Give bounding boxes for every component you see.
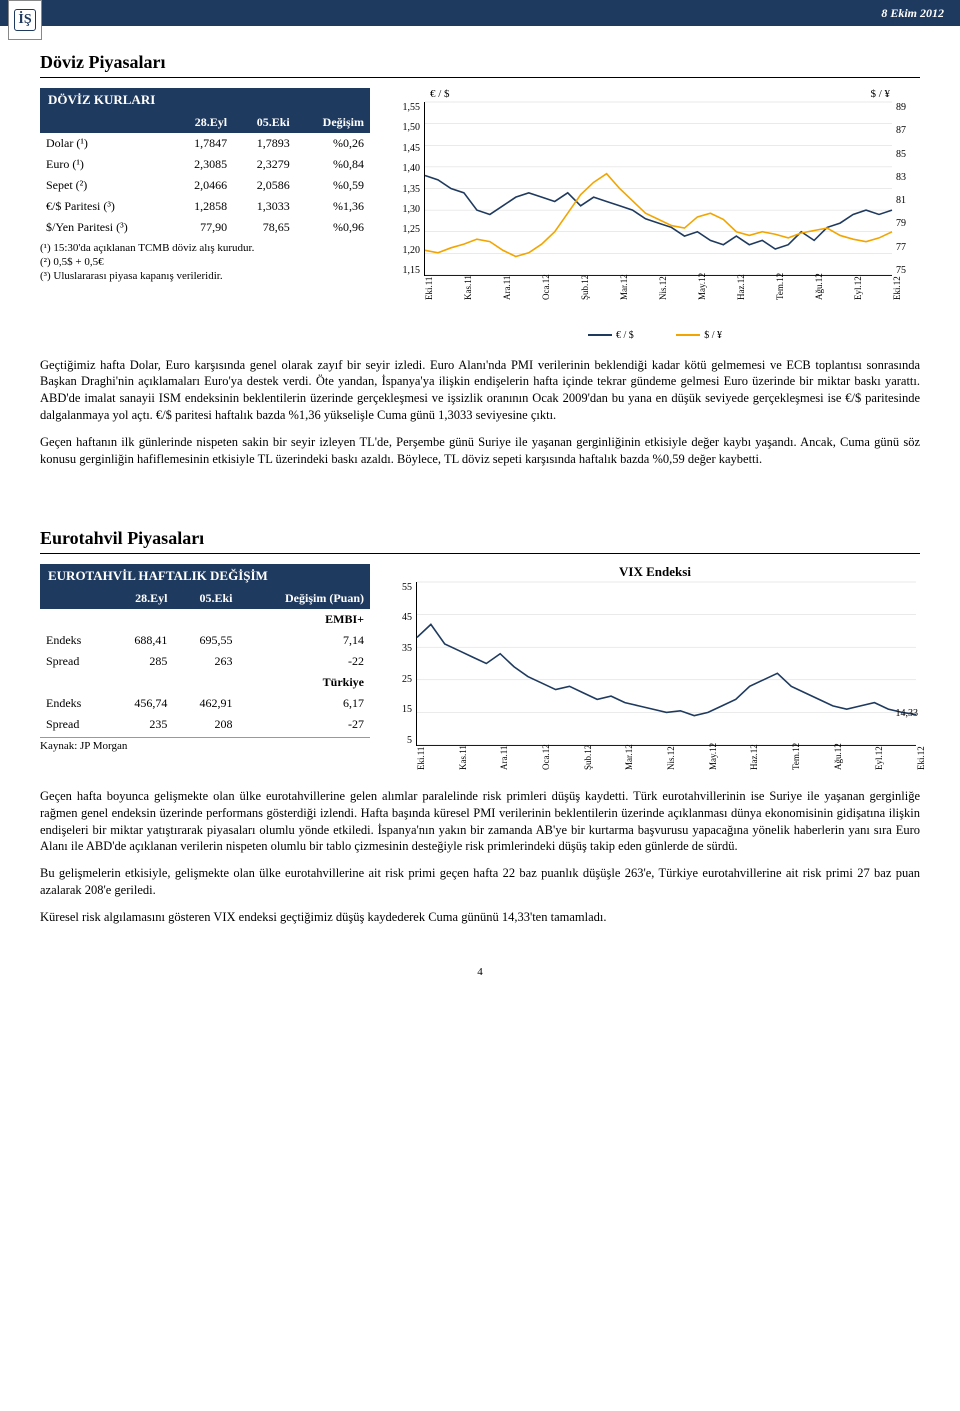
- axis-tick: 55: [390, 582, 412, 593]
- table-row: Sepet (²) 2,0466 2,0586 %0,59: [40, 175, 370, 196]
- fx-table-wrap: DÖVİZ KURLARI 28.Eyl 05.Eki Değişim Dola…: [40, 88, 370, 284]
- fx-legend: € / $ $ / ¥: [390, 328, 920, 341]
- vix-chart: 55 45 35 25 15 5 14,33 Eki.11Kas.11Ara.11Oca.…: [390, 582, 920, 772]
- table-row: Spread 285 263 -22: [40, 651, 370, 672]
- table-row: Endeks 688,41 695,55 7,14: [40, 630, 370, 651]
- vix-last-value: 14,33: [896, 708, 919, 719]
- header-bar: 8 Ekim 2012: [0, 0, 960, 26]
- axis-tick: 1,15: [390, 265, 420, 276]
- y-axis-right: 89 87 85 83 81 79 77 75: [896, 102, 920, 276]
- axis-tick: 1,50: [390, 122, 420, 133]
- table-subheader: Türkiye: [40, 672, 370, 693]
- euro-table-wrap: EUROTAHVİL HAFTALIK DEĞİŞİM 28.Eyl 05.Ek…: [40, 564, 370, 752]
- fx-table-title: DÖVİZ KURLARI: [40, 88, 370, 112]
- euro-col3: Değişim (Puan): [238, 588, 370, 609]
- x-axis: Eki.11Kas.11Ara.11Oca.12Şub.12Mar.12Nis.…: [416, 748, 916, 772]
- logo-glyph: İŞ: [14, 9, 36, 31]
- paragraph: Geçtiğimiz hafta Dolar, Euro karşısında …: [40, 357, 920, 425]
- table-row: $/Yen Paritesi (³) 77,90 78,65 %0,96: [40, 217, 370, 238]
- euro-source: Kaynak: JP Morgan: [40, 740, 370, 752]
- legend-item: $ / ¥: [676, 330, 722, 341]
- paragraph: Küresel risk algılamasını gösteren VIX e…: [40, 909, 920, 926]
- axis-tick: 1,45: [390, 143, 420, 154]
- fx-chart-right-title: $ / ¥: [870, 88, 890, 100]
- axis-tick: 45: [390, 612, 412, 623]
- axis-tick: 79: [896, 218, 920, 229]
- table-row: Endeks 456,74 462,91 6,17: [40, 693, 370, 714]
- axis-tick: 1,30: [390, 204, 420, 215]
- axis-tick: 35: [390, 643, 412, 654]
- euro-table: 28.Eyl 05.Eki Değişim (Puan) EMBI+ Endek…: [40, 588, 370, 735]
- page-number: 4: [40, 966, 920, 978]
- fx-col3: Değişim: [296, 112, 370, 133]
- axis-tick: 1,20: [390, 245, 420, 256]
- fx-body-text: Geçtiğimiz hafta Dolar, Euro karşısında …: [40, 357, 920, 468]
- chart-plot-area: [424, 102, 892, 276]
- fx-chart: 1,551,501,451,401,351,301,251,201,15 898…: [390, 102, 920, 302]
- table-subheader: EMBI+: [40, 609, 370, 630]
- chart-plot-area: 14,33: [416, 582, 916, 746]
- table-row: Dolar (¹) 1,7847 1,7893 %0,26: [40, 133, 370, 154]
- euro-table-title: EUROTAHVİL HAFTALIK DEĞİŞİM: [40, 564, 370, 588]
- fx-col1: 28.Eyl: [170, 112, 233, 133]
- axis-tick: 1,55: [390, 102, 420, 113]
- axis-tick: 5: [390, 735, 412, 746]
- axis-tick: 1,40: [390, 163, 420, 174]
- footnote: (³) Uluslararası piyasa kapanış verileri…: [40, 270, 370, 282]
- euro-col1: 28.Eyl: [108, 588, 173, 609]
- euro-section-title: Eurotahvil Piyasaları: [40, 528, 920, 549]
- x-axis: Eki.11Kas.11Ara.11Oca.12Şub.12Mar.12Nis.…: [424, 278, 892, 302]
- footnote: (¹) 15:30'da açıklanan TCMB döviz alış k…: [40, 242, 370, 254]
- axis-tick: 77: [896, 242, 920, 253]
- paragraph: Geçen haftanın ilk günlerinde nispeten s…: [40, 434, 920, 468]
- fx-section-title: Döviz Piyasaları: [40, 52, 920, 73]
- euro-col2: 05.Eki: [173, 588, 238, 609]
- axis-tick: 15: [390, 704, 412, 715]
- paragraph: Bu gelişmelerin etkisiyle, gelişmekte ol…: [40, 865, 920, 899]
- divider: [40, 77, 920, 78]
- axis-tick: 1,35: [390, 184, 420, 195]
- axis-tick: 89: [896, 102, 920, 113]
- table-row: Spread 235 208 -27: [40, 714, 370, 735]
- vix-chart-title: VIX Endeksi: [390, 564, 920, 580]
- bank-logo: İŞ: [8, 0, 42, 40]
- axis-tick: 25: [390, 674, 412, 685]
- axis-tick: 87: [896, 125, 920, 136]
- divider: [40, 553, 920, 554]
- fx-chart-left-title: € / $: [430, 88, 450, 100]
- table-row: Euro (¹) 2,3085 2,3279 %0,84: [40, 154, 370, 175]
- y-axis-left: 55 45 35 25 15 5: [390, 582, 412, 746]
- legend-item: € / $: [588, 330, 634, 341]
- fx-footnotes: (¹) 15:30'da açıklanan TCMB döviz alış k…: [40, 242, 370, 282]
- euro-body-text: Geçen hafta boyunca gelişmekte olan ülke…: [40, 788, 920, 926]
- header-date: 8 Ekim 2012: [881, 6, 944, 21]
- y-axis-left: 1,55 1,50 1,45 1,40 1,35 1,30 1,25 1,20 1,15: [390, 102, 420, 276]
- axis-tick: 85: [896, 149, 920, 160]
- axis-tick: 81: [896, 195, 920, 206]
- table-row: €/$ Paritesi (³) 1,2858 1,3033 %1,36: [40, 196, 370, 217]
- fx-table: 28.Eyl 05.Eki Değişim Dolar (¹) 1,7847 1…: [40, 112, 370, 238]
- fx-col2: 05.Eki: [233, 112, 296, 133]
- axis-tick: 83: [896, 172, 920, 183]
- axis-tick: 75: [896, 265, 920, 276]
- vix-chart-wrap: VIX Endeksi 55 45 35 25 15 5 14,33 Eki.11Kas.…: [390, 564, 920, 772]
- footnote: (²) 0,5$ + 0,5€: [40, 256, 370, 268]
- fx-chart-wrap: € / $ $ / ¥ 1,55 1,50 1,45 1,40 1,35 1,30 1,25…: [390, 88, 920, 341]
- paragraph: Geçen hafta boyunca gelişmekte olan ülke…: [40, 788, 920, 856]
- axis-tick: 1,25: [390, 224, 420, 235]
